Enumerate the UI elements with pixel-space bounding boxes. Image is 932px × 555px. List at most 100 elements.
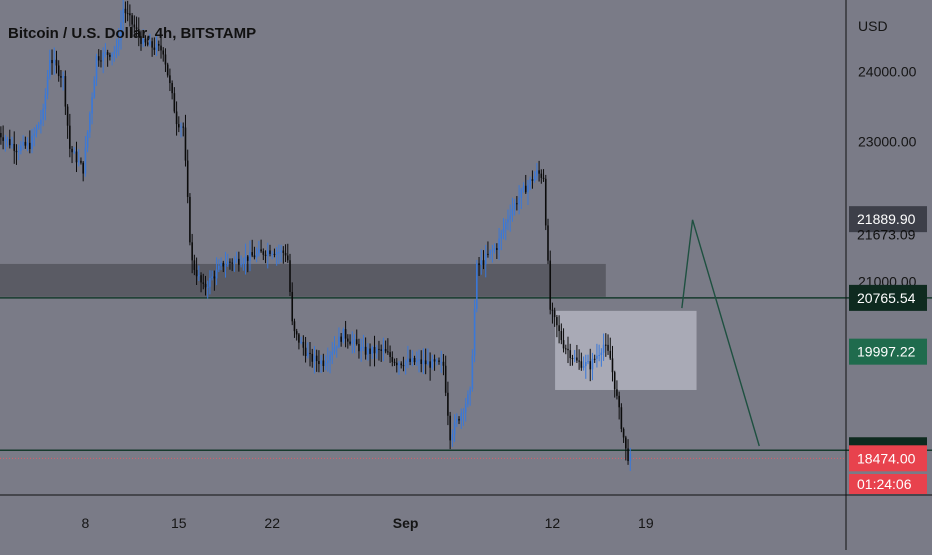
- candle-body: [278, 252, 280, 254]
- candle-body: [533, 175, 536, 181]
- candle-body: [126, 13, 129, 15]
- candle-body: [435, 360, 438, 362]
- price-tag: 20765.54: [849, 284, 927, 311]
- candle: [40, 110, 42, 134]
- candle: [20, 140, 22, 155]
- candle-body: [298, 334, 300, 343]
- candle-body: [500, 232, 503, 239]
- price-tag-bg: [849, 338, 927, 365]
- candle: [491, 244, 494, 263]
- candle-body: [104, 52, 107, 54]
- candle-body: [151, 41, 153, 48]
- candle-body: [191, 242, 193, 261]
- candle-body: [271, 253, 274, 255]
- candle-body: [180, 126, 182, 128]
- candle: [440, 350, 443, 373]
- candle-body: [520, 189, 523, 198]
- candle-body: [0, 132, 2, 138]
- candle: [189, 193, 191, 246]
- candle: [242, 257, 245, 271]
- time-tick-label: 22: [264, 515, 280, 531]
- candle: [13, 131, 16, 164]
- candle-body: [169, 75, 171, 84]
- candle-body: [235, 258, 238, 261]
- candle-body: [211, 276, 213, 278]
- candle-body: [395, 362, 398, 366]
- candle: [57, 60, 60, 82]
- price-tag-layer: 21889.9021673.0920765.5419997.2218589.16…: [849, 206, 927, 472]
- candle: [613, 370, 616, 398]
- candle-body: [413, 357, 416, 363]
- candle-body: [306, 352, 309, 357]
- candle: [157, 40, 160, 52]
- candle: [351, 331, 354, 354]
- candle-body: [251, 252, 253, 256]
- candle: [295, 328, 298, 341]
- candle: [89, 111, 91, 138]
- candle: [369, 343, 371, 367]
- candle: [580, 352, 583, 371]
- candle-layer: [0, 0, 632, 471]
- candle-body: [440, 361, 443, 363]
- candle-body: [371, 347, 374, 354]
- candle: [533, 171, 536, 183]
- candle: [553, 307, 556, 327]
- candle-body: [422, 360, 425, 364]
- candle: [464, 398, 467, 422]
- candle: [527, 180, 529, 205]
- candle: [300, 336, 302, 345]
- candle-body: [77, 160, 80, 163]
- candle-body: [367, 348, 369, 355]
- candle-body: [542, 177, 545, 179]
- candle-body: [233, 260, 236, 264]
- candle-body: [311, 353, 314, 362]
- countdown-tag-text: 01:24:06: [857, 476, 912, 492]
- candle-body: [349, 341, 351, 344]
- candle-body: [213, 276, 216, 279]
- candle: [304, 336, 307, 363]
- candle-body: [206, 286, 209, 288]
- candle: [33, 127, 36, 147]
- candle-body: [429, 361, 431, 368]
- candle-body: [2, 137, 4, 141]
- candle-body: [438, 360, 440, 362]
- price-tag-text: 21673.09: [857, 226, 916, 242]
- time-tick-label: Sep: [393, 515, 419, 531]
- candle-body: [360, 346, 362, 352]
- candle-body: [378, 348, 380, 350]
- candle: [298, 333, 300, 350]
- candle-body: [558, 325, 560, 332]
- candle-body: [391, 357, 394, 362]
- candle: [378, 340, 380, 361]
- candle: [415, 351, 418, 366]
- candle: [496, 243, 498, 260]
- candle: [460, 408, 463, 429]
- candle-body: [195, 269, 198, 277]
- candle-body: [220, 262, 222, 266]
- candle-body: [511, 208, 514, 216]
- candle: [126, 0, 129, 22]
- candle: [362, 334, 365, 352]
- candle-body: [593, 358, 596, 360]
- candle-body: [598, 355, 600, 357]
- candle-body: [80, 160, 82, 163]
- candle: [442, 354, 445, 376]
- candle: [349, 334, 351, 346]
- candle-body: [266, 250, 269, 256]
- candle-body: [551, 309, 554, 311]
- candle-body: [340, 336, 342, 342]
- candle-body: [242, 262, 245, 265]
- candle-body: [605, 344, 607, 346]
- candle-body: [71, 148, 73, 153]
- candle-body: [431, 359, 434, 368]
- candle-body: [509, 215, 511, 220]
- candle: [51, 49, 53, 75]
- candle-body: [289, 260, 291, 292]
- candle: [206, 280, 209, 299]
- candle-body: [389, 352, 391, 358]
- candle: [609, 337, 612, 360]
- candle-body: [198, 275, 200, 277]
- candle-body: [467, 394, 469, 405]
